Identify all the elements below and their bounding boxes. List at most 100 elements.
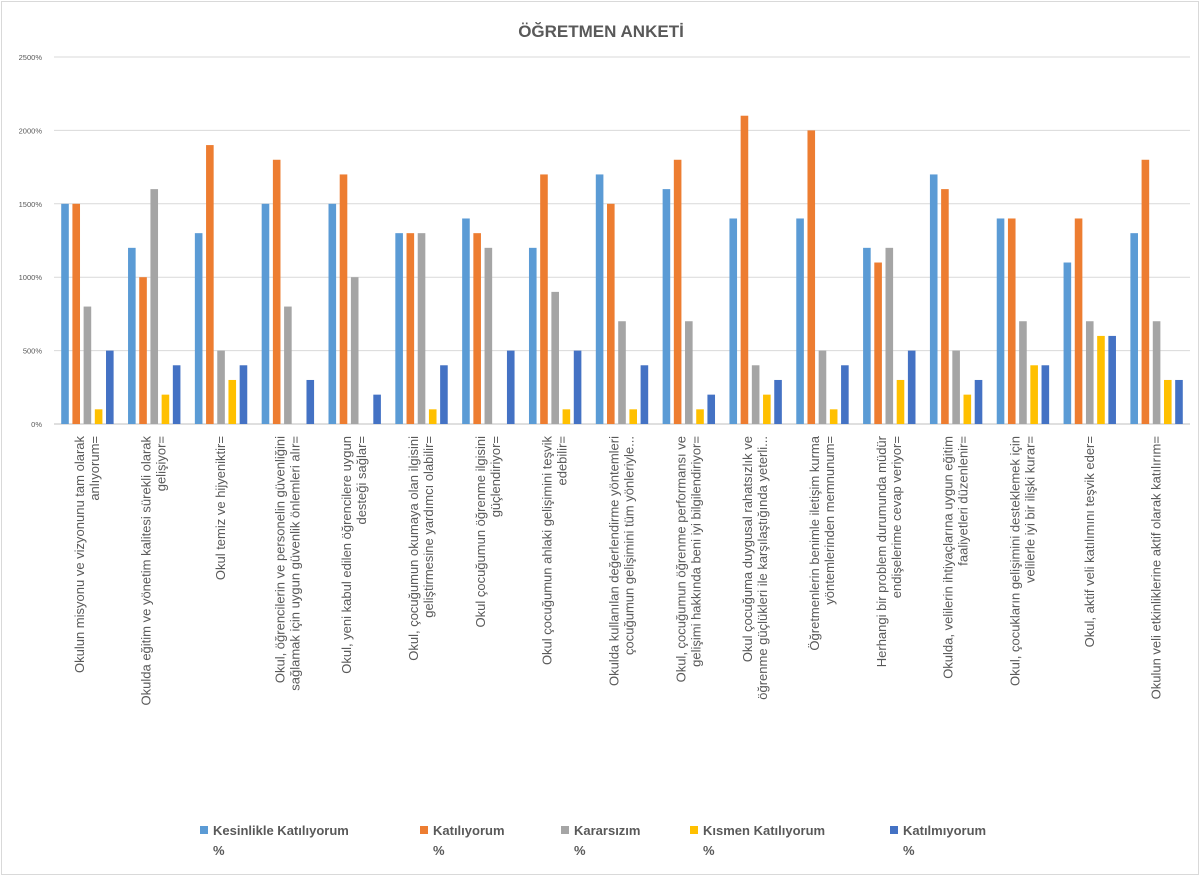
category-label-line: Okulda, velilerin ihtiyaçlarına uygun eğ… [941,436,956,679]
category-label-line: edebilir= [555,436,570,486]
category-label-line: gelişimi hakkında beni iyi bilgilendiriy… [688,436,703,667]
legend-item: Katılıyorum% [420,823,505,858]
bar [640,365,649,424]
legend-swatch [561,826,569,834]
bar [373,394,381,424]
category-label-line: Okul temiz ve hijyeniktir= [213,436,228,580]
bar [172,365,181,424]
bar [707,394,716,424]
bar [952,350,960,424]
category-label-line: Okul, aktif veli katılımını teşvik eder= [1082,436,1097,647]
category-label-line: Okul çocuğumun öğrenme ilgisini [473,436,488,628]
legend-item: Kararsızım% [561,823,640,858]
bar [685,321,693,424]
category-label-line: yöntemlerinden memnunum= [822,436,837,605]
chart-title: ÖĞRETMEN ANKETİ [518,22,684,41]
bar [1019,321,1027,424]
bar [863,247,871,424]
bar [1085,321,1094,424]
category-label-line: geliştirmesine yardımcı olabilir= [421,436,436,618]
bar [763,394,771,424]
bar [94,409,103,424]
bar [217,350,225,424]
bar [929,174,938,424]
bar [128,247,136,424]
y-tick-label: 500% [23,347,43,356]
bar [440,365,448,424]
category-label-line: Okulda eğitim ve yönetim kalitesi sürekl… [139,436,154,706]
bar [1175,379,1183,424]
bar [228,379,237,424]
category-label-line: velilerle iyi bir ilişki kurar= [1022,436,1037,583]
bar [996,218,1005,424]
bar [395,233,403,424]
legend-label: Katılıyorum [433,823,505,838]
legend-item: Kesinlikle Katılıyorum% [200,823,349,858]
bar [774,379,782,424]
category-label: Okulda eğitim ve yönetim kalitesi sürekl… [139,436,169,706]
bar [829,409,838,424]
category-label-line: Okul çocuğumun ahlaki gelişimini teşvik [540,436,555,666]
category-label: Okulun veli etkinliklerine aktif olarak … [1149,436,1164,699]
bar [428,409,437,424]
category-label-line: Okul, öğrencilerin ve personelin güvenli… [272,436,287,683]
y-tick-label: 1000% [19,273,43,282]
bar [150,189,159,424]
bar [1074,218,1083,424]
bar [106,350,114,424]
bar [506,350,515,424]
bar [573,350,582,424]
category-label: Okul çocuğumun ahlaki gelişimini teşvik e… [540,436,570,666]
category-label: Okul temiz ve hijyeniktir= [213,436,228,580]
bar [139,277,147,424]
bar [328,203,337,424]
category-label: Okul çocuğumun öğrenme ilgisini güçlendir… [473,436,503,628]
bar [1097,335,1105,424]
bars [61,115,1183,424]
bar [417,233,426,424]
bar [551,291,559,424]
bar [1130,233,1138,424]
legend-swatch [420,826,428,834]
category-label-line: faaliyetleri düzenlenir= [956,436,971,566]
bar [1141,159,1150,424]
bar [629,409,637,424]
bar [473,233,481,424]
category-label: Okulun misyonu ve vizyonunu tam olarak an… [72,436,102,674]
bar [1041,365,1050,424]
bar [963,394,972,424]
legend-label: % [213,843,225,858]
category-label-line: Okul, çocukların gelişimini desteklemek … [1007,436,1022,686]
bar [796,218,804,424]
legend-label: % [574,843,586,858]
category-label: Okul, çocuğumun öğrenme performansı ve ge… [673,436,703,682]
y-tick-label: 0% [31,420,42,429]
legend-label: Kesinlikle Katılıyorum [213,823,349,838]
category-label: Okul, yeni kabul edilen öğrencilere uygu… [339,436,369,674]
bar [841,365,849,424]
bar [239,365,248,424]
bar [874,262,882,424]
bar [696,409,704,424]
legend-item: Katılmıyorum% [890,823,986,858]
bar [272,159,281,424]
category-label: Herhangi bir problem durumunda müdür endi… [874,435,904,667]
bar [1108,335,1116,424]
bar [595,174,604,424]
bar [1163,379,1172,424]
category-label-line: Öğretmenlerin benimle iletişim kurma [807,435,822,650]
bar [907,350,916,424]
bar [61,203,69,424]
category-label: Okul, aktif veli katılımını teşvik eder= [1082,436,1097,647]
y-tick-label: 1500% [19,200,43,209]
bar [306,379,315,424]
bar [540,174,548,424]
category-labels: Okulun misyonu ve vizyonunu tam olarak an… [72,435,1164,705]
category-label-line: öğrenme güçlükleri ile karşılaştığında y… [755,436,770,700]
category-label-line: Okul, yeni kabul edilen öğrencilere uygu… [339,436,354,674]
bar [818,350,827,424]
bar [974,379,983,424]
category-label-line: Herhangi bir problem durumunda müdür [874,435,889,667]
legend-swatch [890,826,898,834]
